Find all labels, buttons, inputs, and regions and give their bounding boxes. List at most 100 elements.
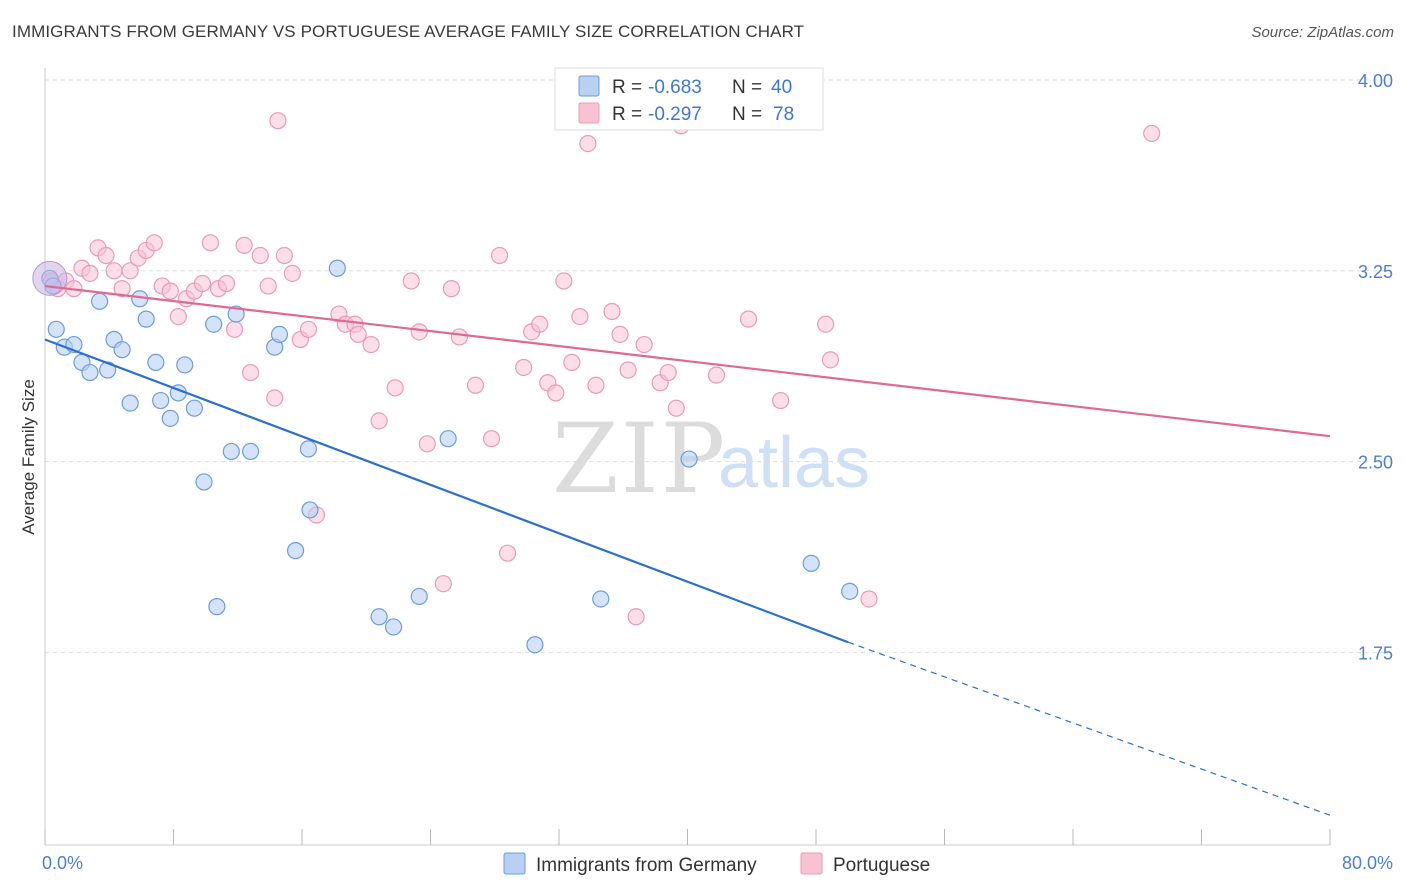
y-tick-label: 1.75 <box>1358 643 1393 663</box>
point-portuguese <box>193 274 212 293</box>
point-portuguese <box>169 307 187 326</box>
point-portuguese <box>434 575 452 593</box>
legend-swatch-portuguese <box>578 102 600 124</box>
point-portuguese <box>739 310 758 328</box>
point-portuguese <box>579 135 597 153</box>
x-tick-label-max: 80.0% <box>1342 853 1393 873</box>
point-germany <box>91 292 109 310</box>
legend-r-value-germany: -0.683 <box>648 77 702 98</box>
legend-r-label-germany: R = <box>612 77 642 98</box>
point-germany <box>113 341 131 359</box>
point-germany <box>152 391 170 410</box>
point-portuguese <box>370 412 388 430</box>
point-germany <box>195 473 213 491</box>
point-portuguese <box>386 379 404 397</box>
point-portuguese <box>283 264 301 282</box>
point-portuguese <box>611 325 629 343</box>
point-portuguese <box>242 363 260 382</box>
point-portuguese <box>860 590 878 608</box>
point-portuguese <box>667 399 685 417</box>
point-germany <box>270 325 289 343</box>
point-portuguese <box>362 335 380 354</box>
point-portuguese <box>627 608 645 626</box>
point-portuguese <box>571 307 589 326</box>
series-portuguese-points <box>42 112 1161 626</box>
point-portuguese <box>105 262 123 280</box>
point-portuguese <box>531 315 549 333</box>
point-portuguese <box>225 320 244 338</box>
point-portuguese <box>418 435 436 453</box>
point-germany <box>299 440 318 458</box>
bottom-legend-label-germany: Immigrants from Germany <box>536 855 757 876</box>
point-portuguese <box>450 328 469 346</box>
point-portuguese <box>402 272 420 290</box>
point-portuguese <box>201 234 220 252</box>
legend-swatch-germany <box>578 75 600 97</box>
point-portuguese <box>817 315 835 333</box>
point-portuguese <box>603 302 621 321</box>
point-portuguese <box>563 353 581 371</box>
point-portuguese <box>482 430 501 448</box>
trendline-portuguese <box>44 284 1331 438</box>
source-credit: Source: ZipAtlas.com <box>1251 24 1394 41</box>
point-portuguese <box>659 363 677 382</box>
x-tick-label-min: 0.0% <box>42 853 83 873</box>
legend-r-value-portuguese: -0.297 <box>648 104 702 125</box>
point-germany <box>81 363 99 382</box>
point-germany <box>185 399 203 417</box>
point-portuguese <box>499 544 517 562</box>
point-germany <box>121 394 139 412</box>
point-germany <box>370 608 388 626</box>
bottom-legend-swatch-portuguese <box>800 852 823 875</box>
point-portuguese <box>145 234 163 252</box>
y-tick-label: 4.00 <box>1358 71 1393 91</box>
bottom-legend-label-portuguese: Portuguese <box>833 855 930 876</box>
point-germany <box>222 442 240 461</box>
point-germany <box>286 542 305 560</box>
bottom-legend-swatch-germany <box>503 852 526 875</box>
point-portuguese <box>619 361 637 379</box>
gridlines: 1.75 2.50 3.25 4.00 <box>45 71 1393 663</box>
point-portuguese <box>121 262 139 280</box>
point-portuguese <box>555 272 573 290</box>
point-germany <box>47 320 65 338</box>
point-germany <box>137 310 155 328</box>
point-germany <box>147 353 165 371</box>
point-portuguese <box>266 389 284 407</box>
point-portuguese <box>269 112 287 130</box>
point-portuguese <box>299 320 318 338</box>
chart-title: IMMIGRANTS FROM GERMANY VS PORTUGUESE AV… <box>12 22 805 41</box>
point-portuguese <box>410 323 428 341</box>
legend-n-label-portuguese: N = <box>732 104 762 125</box>
point-germany <box>592 590 610 608</box>
point-germany <box>328 259 346 277</box>
series-germany-points <box>32 259 859 654</box>
y-tick-label: 3.25 <box>1358 262 1393 282</box>
watermark-atlas: atlas <box>718 423 870 503</box>
point-portuguese <box>515 358 533 377</box>
point-germany <box>680 450 698 468</box>
point-germany <box>802 554 820 572</box>
point-portuguese <box>442 280 460 298</box>
point-portuguese <box>772 391 790 410</box>
point-portuguese <box>587 376 605 394</box>
legend-r-label-portuguese: R = <box>612 104 642 125</box>
axes: 0.0% 80.0% <box>42 68 1393 873</box>
legend-n-value-germany: 40 <box>771 77 792 98</box>
point-germany <box>227 305 245 323</box>
point-portuguese <box>349 325 367 343</box>
point-overlap-cluster <box>32 260 68 296</box>
point-portuguese <box>1143 124 1161 143</box>
point-germany <box>176 356 194 374</box>
point-germany <box>242 442 260 461</box>
legend-n-value-portuguese: 78 <box>773 104 794 125</box>
point-portuguese <box>113 280 131 298</box>
point-portuguese <box>251 246 269 265</box>
point-germany <box>841 582 859 600</box>
trendline-germany-extension <box>847 641 1331 816</box>
point-germany <box>161 409 179 427</box>
point-portuguese <box>466 376 485 394</box>
point-portuguese <box>259 277 277 295</box>
point-portuguese <box>235 236 253 254</box>
